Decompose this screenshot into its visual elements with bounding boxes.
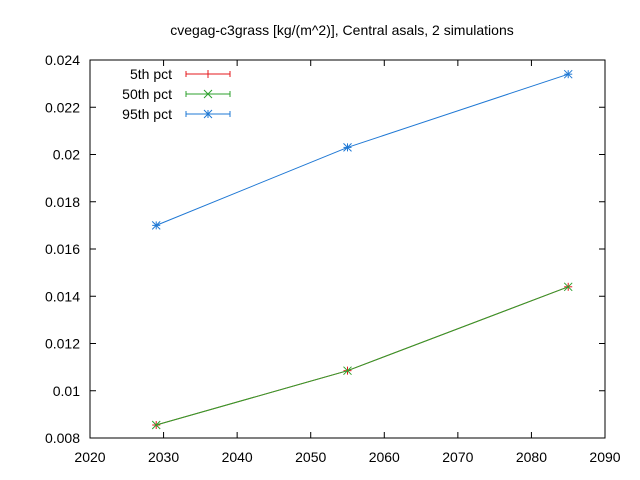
legend-label: 95th pct (122, 106, 172, 122)
series-line-1 (156, 286, 569, 426)
data-point (343, 366, 352, 376)
series-lines (151, 69, 573, 430)
data-point (343, 143, 352, 152)
y-tick-label: 0.024 (45, 52, 80, 68)
x-tick-label: 2050 (295, 449, 326, 465)
chart-title: cvegag-c3grass [kg/(m^2)], Central asals… (170, 22, 513, 38)
y-tick-label: 0.014 (45, 288, 80, 304)
legend-label: 5th pct (130, 66, 172, 82)
data-point (151, 221, 161, 230)
x-tick-label: 2040 (222, 449, 253, 465)
y-tick-label: 0.02 (53, 147, 80, 163)
y-tick-label: 0.016 (45, 241, 80, 257)
x-tick-label: 2030 (148, 449, 179, 465)
x-tick-label: 2020 (74, 449, 105, 465)
x-tick-label: 2070 (442, 449, 473, 465)
series-line-2 (156, 73, 569, 226)
axes: 2020 2030 2040 2050 2060 2070 2080 2090 0.008 0.0… (45, 52, 621, 465)
y-tick-label: 0.022 (45, 99, 80, 115)
legend: 5th pct 50th pct 95th pct (122, 66, 231, 122)
y-tick-label: 0.01 (53, 383, 80, 399)
data-point (151, 420, 161, 430)
y-tick-label: 0.018 (45, 194, 80, 210)
data-point (563, 69, 573, 79)
legend-marker (203, 89, 213, 99)
y-tick-label: 0.008 (45, 430, 80, 446)
series-line-0 (156, 286, 569, 426)
legend-marker (204, 70, 212, 78)
y-tick-label: 0.012 (45, 336, 80, 352)
legend-label: 50th pct (122, 86, 172, 102)
legend-marker (203, 109, 213, 119)
x-tick-label: 2080 (516, 449, 547, 465)
data-point (563, 282, 573, 292)
x-tick-label: 2060 (369, 449, 400, 465)
x-tick-label: 2090 (589, 449, 620, 465)
